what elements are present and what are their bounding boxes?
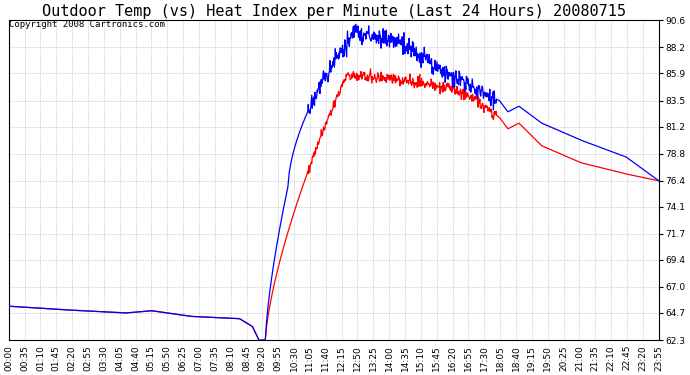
- Text: Copyright 2008 Cartronics.com: Copyright 2008 Cartronics.com: [9, 20, 164, 29]
- Title: Outdoor Temp (vs) Heat Index per Minute (Last 24 Hours) 20080715: Outdoor Temp (vs) Heat Index per Minute …: [41, 4, 626, 19]
